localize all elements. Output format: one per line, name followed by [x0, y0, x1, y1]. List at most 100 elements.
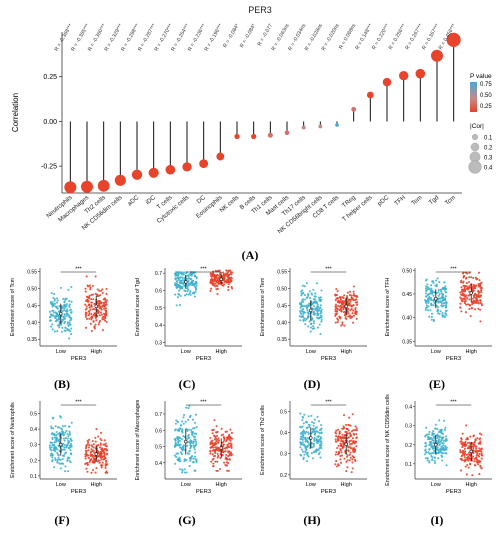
data-point: [55, 430, 58, 434]
lollipop-point: [351, 106, 357, 112]
data-point: [304, 436, 307, 439]
data-point: [335, 460, 338, 463]
data-point: [91, 440, 94, 443]
data-point: [474, 445, 478, 448]
legend-cor-tick: 0.1: [484, 136, 493, 142]
data-point: [216, 281, 220, 284]
data-point: [441, 311, 444, 315]
mean-marker: [469, 449, 473, 454]
data-point: [191, 282, 194, 285]
data-point: [194, 451, 197, 454]
data-point: [85, 307, 88, 310]
data-point: [54, 450, 57, 453]
data-point: [464, 458, 467, 461]
data-point: [301, 299, 304, 302]
data-point: [98, 461, 101, 465]
correlation-annotation: R = -0.196***: [204, 23, 224, 52]
data-point: [343, 324, 346, 327]
data-point: [474, 285, 477, 288]
x-tick-label: High: [341, 482, 352, 488]
data-point: [190, 428, 193, 432]
data-point: [186, 444, 189, 447]
data-point: [65, 312, 68, 315]
data-point: [58, 322, 61, 325]
panel-label-f: (F): [54, 513, 69, 527]
panel-e: 0.35 0.40 0.45 0.50 Enrichment score of TFH L…: [385, 267, 492, 391]
data-point: [185, 277, 189, 280]
data-point: [473, 457, 476, 460]
data-point: [459, 302, 462, 305]
data-point: [442, 444, 445, 447]
data-point: [175, 455, 178, 459]
data-point: [184, 290, 187, 293]
y-tick-label: 0.3: [280, 452, 287, 458]
data-point: [472, 276, 475, 279]
data-point: [430, 452, 433, 455]
data-point: [51, 328, 54, 331]
data-point: [466, 438, 469, 441]
data-point: [354, 311, 357, 314]
data-point: [345, 431, 348, 434]
y-tick-label: 0.7: [155, 271, 162, 277]
data-point: [467, 280, 471, 284]
data-point: [436, 441, 439, 444]
data-point: [67, 470, 70, 473]
data-point: [445, 438, 448, 441]
correlation-annotation: R = -0.084*: [239, 23, 257, 49]
data-point: [61, 425, 64, 428]
data-point: [191, 279, 194, 282]
data-point: [85, 462, 88, 465]
panel-label-e: (E): [429, 377, 445, 391]
data-point: [69, 437, 72, 440]
data-point: [86, 439, 89, 442]
data-point: [349, 299, 352, 303]
y-tick-label: 0.3: [30, 443, 37, 449]
data-point: [352, 309, 355, 312]
data-point: [352, 285, 356, 288]
mean-marker: [184, 280, 188, 284]
data-point: [56, 451, 59, 454]
data-point: [317, 317, 320, 320]
data-point: [96, 295, 99, 298]
data-point: [425, 287, 428, 290]
data-point: [222, 436, 225, 439]
data-point: [437, 294, 440, 297]
data-point: [193, 432, 196, 435]
data-point: [105, 445, 108, 448]
data-point: [424, 449, 427, 452]
data-point: [195, 277, 198, 280]
data-point: [473, 294, 476, 297]
data-point: [431, 280, 434, 283]
data-point: [87, 456, 90, 459]
data-point: [84, 326, 88, 329]
data-point: [354, 308, 357, 311]
data-point: [427, 436, 430, 439]
data-point: [224, 274, 227, 277]
data-point: [439, 288, 442, 291]
data-point: [430, 316, 433, 319]
data-point: [180, 453, 183, 456]
data-point: [63, 300, 66, 303]
data-point: [88, 303, 91, 306]
data-point: [355, 436, 358, 439]
data-point: [187, 275, 190, 278]
data-point: [60, 330, 63, 333]
data-point: [187, 277, 190, 280]
data-point: [348, 459, 351, 462]
points-low: [173, 271, 198, 307]
data-point: [174, 278, 177, 281]
data-point: [301, 416, 305, 419]
x-axis-label: PER3: [446, 489, 461, 495]
data-point: [306, 309, 309, 312]
significance-label: ***: [450, 267, 457, 273]
data-point: [355, 440, 358, 443]
data-point: [304, 298, 307, 301]
data-point: [97, 444, 100, 447]
data-point: [350, 471, 353, 474]
data-point: [479, 320, 482, 323]
data-point: [182, 416, 185, 419]
data-point: [195, 281, 198, 284]
data-point: [436, 428, 439, 431]
data-point: [64, 437, 67, 440]
data-point: [349, 435, 352, 438]
